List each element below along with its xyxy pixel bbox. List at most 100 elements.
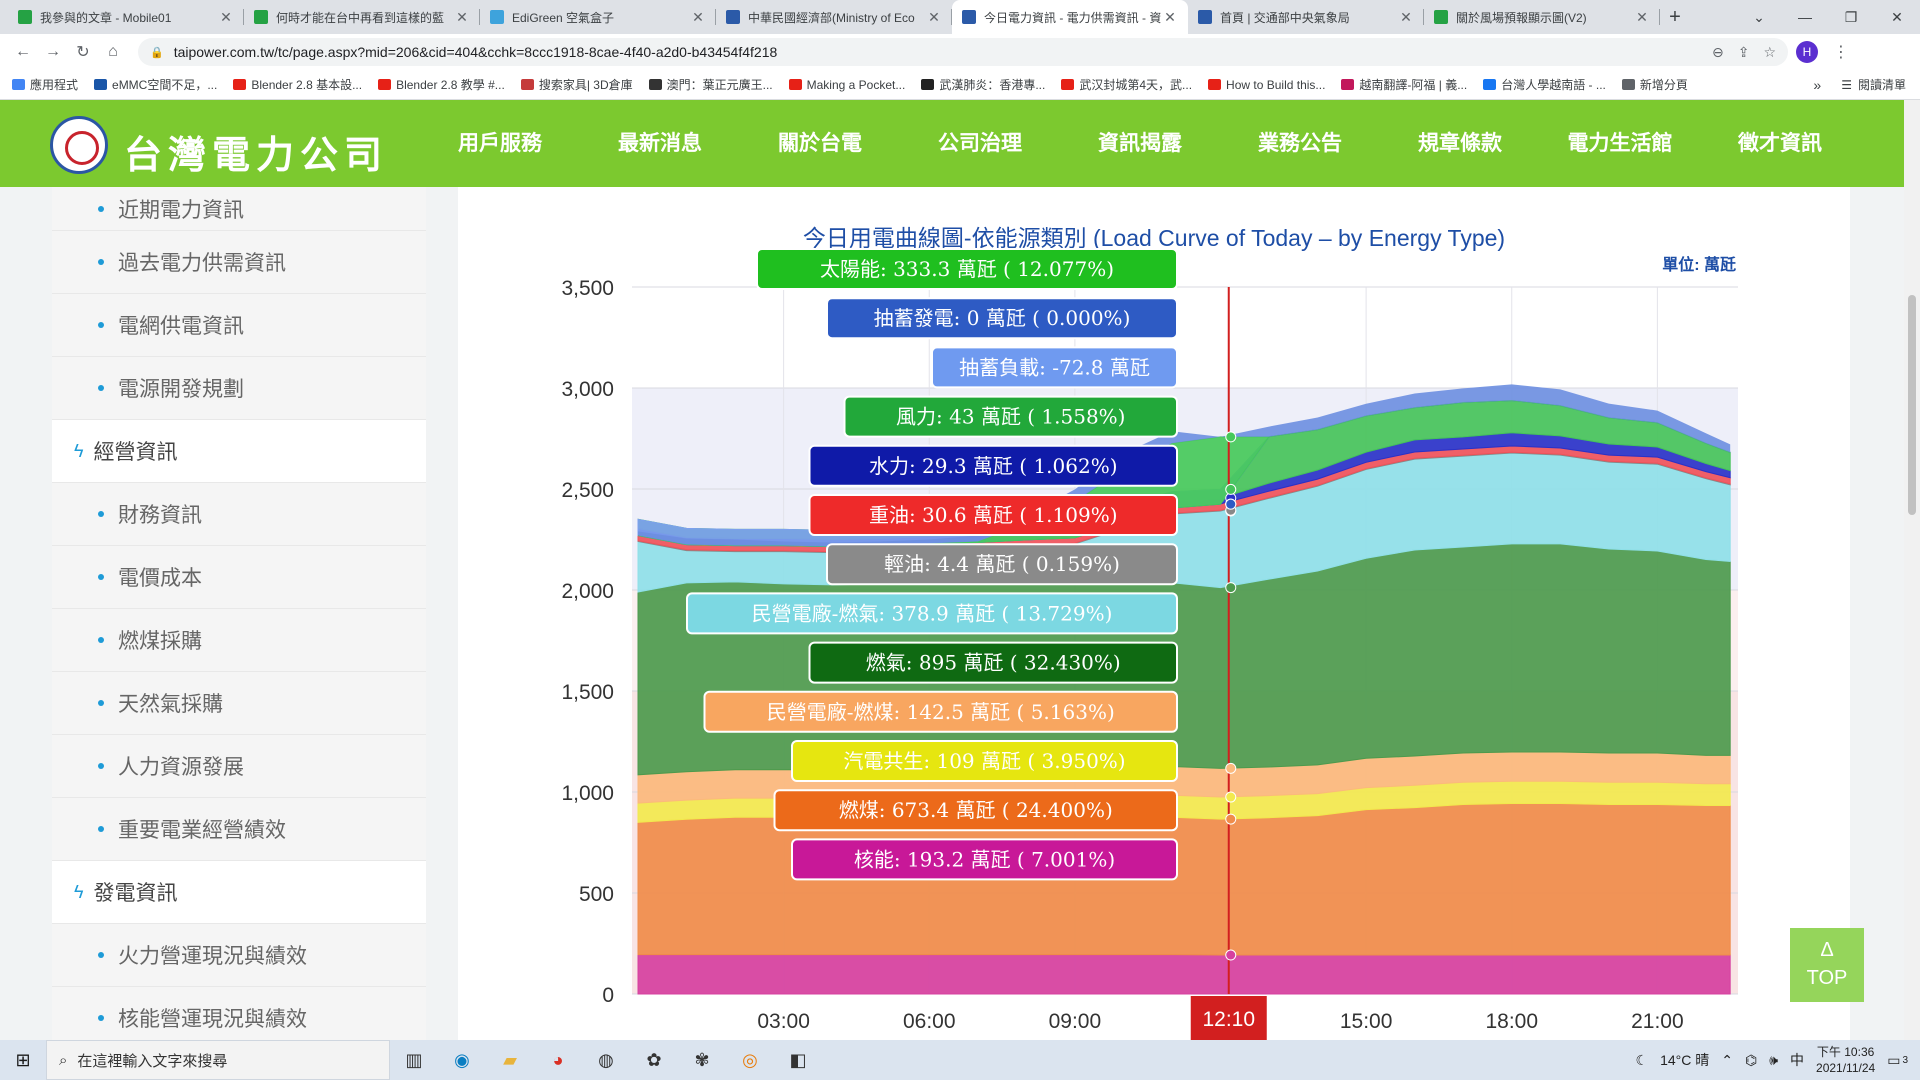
lock-icon[interactable]: 🔒 [150,46,164,59]
file-explorer-icon[interactable]: ▰ [503,1049,517,1070]
bookmark-label: 應用程式 [30,78,79,92]
sidebar-item[interactable]: 天然氣採購 [52,672,426,735]
main-nav-item[interactable]: 資訊揭露 [1098,132,1182,155]
tab-close-icon[interactable]: ✕ [1636,8,1648,25]
bookmark-item[interactable]: 越南翻譯-阿福 | 義... [1341,76,1467,93]
bookmark-item[interactable]: Making a Pocket... [788,78,905,92]
clock-date: 2021/11/24 [1816,1061,1876,1075]
sidebar-item[interactable]: 電源開發規劃 [52,357,426,420]
app-icon-4[interactable]: ◧ [789,1049,807,1070]
windows-start-icon[interactable]: ⊞ [15,1049,31,1070]
load-curve-chart[interactable]: 0 500 1,000 1,500 2,000 2,500 3,000 3,500 03:00 0… [458,187,1850,1040]
tab-search-icon[interactable]: ⌄ [1753,9,1765,25]
volume-icon[interactable]: 🕪 [1769,1051,1779,1068]
minimize-icon[interactable]: — [1798,9,1812,25]
bookmark-item[interactable]: Blender 2.8 基本設... [233,76,362,93]
tab-close-icon[interactable]: ✕ [1164,8,1176,25]
taipower-logo-icon[interactable] [50,116,108,174]
reading-list-icon[interactable]: ☰ [1841,77,1852,92]
clock[interactable]: 下午 10:36 2021/11/24 [1816,1044,1875,1076]
weather-text[interactable]: 14°C 晴 [1660,1052,1710,1068]
main-nav-item[interactable]: 關於台電 [778,132,862,155]
browser-tab[interactable]: 何時才能在台中再看到這樣的藍 ✕ [244,0,480,34]
edge-icon[interactable]: ◉ [454,1049,470,1070]
reload-icon[interactable]: ↻ [76,44,90,61]
sidebar-item[interactable]: 火力營運現況與績效 [52,924,426,987]
back-icon[interactable]: ← [15,43,31,60]
bookmark-star-icon[interactable]: ☆ [1763,43,1776,60]
home-icon[interactable]: ⌂ [108,43,118,60]
tab-close-icon[interactable]: ✕ [692,8,704,25]
sidebar-item[interactable]: 電價成本 [52,546,426,609]
sidebar-item[interactable]: 燃煤採購 [52,609,426,672]
browser-tab[interactable]: 關於風場預報顯示圖(V2) ✕ [1424,0,1660,34]
main-nav-item[interactable]: 業務公告 [1258,132,1342,155]
tab-favicon-icon [1198,10,1212,24]
tab-close-icon[interactable]: ✕ [1400,8,1412,25]
series-area[interactable] [637,954,1731,995]
profile-avatar[interactable]: H [1796,41,1818,63]
tab-close-icon[interactable]: ✕ [928,8,940,25]
main-nav-item[interactable]: 用戶服務 [458,132,542,155]
network-icon[interactable]: ⌬ [1744,1051,1758,1068]
sidebar-item[interactable]: 電網供電資訊 [52,294,426,357]
sidebar-item[interactable]: 人力資源發展 [52,735,426,798]
main-nav-item[interactable]: 徵才資訊 [1738,132,1822,155]
bookmark-item[interactable]: eMMC空間不足，... [94,76,217,93]
restore-icon[interactable]: ❐ [1844,9,1858,25]
browser-tab[interactable]: 今日電力資訊 - 電力供需資訊 - 資 ✕ [952,0,1188,34]
tab-close-icon[interactable]: ✕ [220,8,232,25]
taskbar-search-input[interactable]: ⌕ 在這裡輸入文字來搜尋 [46,1040,390,1080]
logo-text[interactable]: 台灣電力公司 [124,132,389,177]
task-view-icon[interactable]: ▥ [405,1049,423,1070]
sidebar-item[interactable]: 核能營運現況與績效 [52,987,426,1040]
tab-close-icon[interactable]: ✕ [456,8,468,25]
reading-list-label[interactable]: 閱讀清單 [1857,78,1906,92]
weather-icon[interactable]: ☾ [1635,1051,1649,1068]
menu-icon[interactable]: ⋮ [1833,44,1849,61]
scrollbar-thumb[interactable] [1908,295,1916,515]
bookmark-item[interactable]: 武汉封城第4天，武... [1061,76,1192,93]
ime-indicator[interactable]: 中 [1790,1052,1805,1068]
url-bar[interactable]: 🔒 taipower.com.tw/tc/page.aspx?mid=206&c… [138,38,1788,66]
close-window-icon[interactable]: ✕ [1891,9,1903,25]
sidebar-item[interactable]: 過去電力供需資訊 [52,231,426,294]
app-icon-1[interactable]: ◍ [598,1049,614,1070]
top-label: TOP [1806,967,1848,989]
sidebar-item[interactable]: 近期電力資訊 [52,187,426,231]
main-nav-item[interactable]: 最新消息 [618,132,702,155]
sidebar-section[interactable]: ϟ 發電資訊 [52,861,426,924]
browser-tab[interactable]: 首頁 | 交通部中央氣象局 ✕ [1188,0,1424,34]
main-nav-item[interactable]: 規章條款 [1418,132,1502,155]
share-icon[interactable]: ⇪ [1737,43,1750,60]
tray-up-icon[interactable]: ⌃ [1721,1051,1733,1068]
browser-tab[interactable]: EdiGreen 空氣盒子 ✕ [480,0,716,34]
bookmark-item[interactable]: Blender 2.8 教學 #... [378,76,505,93]
bookmark-item[interactable]: How to Build this... [1208,78,1325,92]
browser-tab[interactable]: 我參與的文章 - Mobile01 ✕ [8,0,244,34]
sidebar-item[interactable]: 財務資訊 [52,483,426,546]
sidebar-item-label: 電價成本 [118,567,202,590]
sidebar-section[interactable]: ϟ 經營資訊 [52,420,426,483]
main-nav-item[interactable]: 公司治理 [938,132,1022,155]
chrome-icon[interactable]: ◕ [552,1049,564,1070]
bookmarks-more-icon[interactable]: » [1813,76,1822,93]
bookmark-item[interactable]: 台灣人學越南語 - ... [1483,76,1606,93]
zoom-icon[interactable]: ⊖ [1711,43,1724,60]
bookmark-item[interactable]: 搜索家具| 3D倉庫 [520,76,633,93]
page-scrollbar[interactable] [1904,100,1920,1040]
blender-icon[interactable]: ◎ [742,1049,758,1070]
bookmark-item[interactable]: 澳門：葉正元廣王... [648,76,773,93]
main-nav-item[interactable]: 電力生活館 [1567,132,1673,155]
notification-icon[interactable]: ▭ [1887,1051,1901,1068]
bookmark-item[interactable]: 應用程式 [12,76,78,93]
app-icon-3[interactable]: ✾ [694,1049,710,1070]
forward-icon[interactable]: → [45,43,61,60]
back-to-top-button[interactable]: Δ TOP [1790,928,1864,1002]
bookmark-item[interactable]: 武漢肺炎：香港專... [921,76,1045,93]
app-icon-2[interactable]: ✿ [646,1049,662,1070]
new-tab-button[interactable]: + [1669,5,1681,28]
sidebar-item[interactable]: 重要電業經營績效 [52,798,426,861]
bookmark-item[interactable]: 新增分頁 [1621,76,1688,93]
browser-tab[interactable]: 中華民國經濟部(Ministry of Eco ✕ [716,0,952,34]
